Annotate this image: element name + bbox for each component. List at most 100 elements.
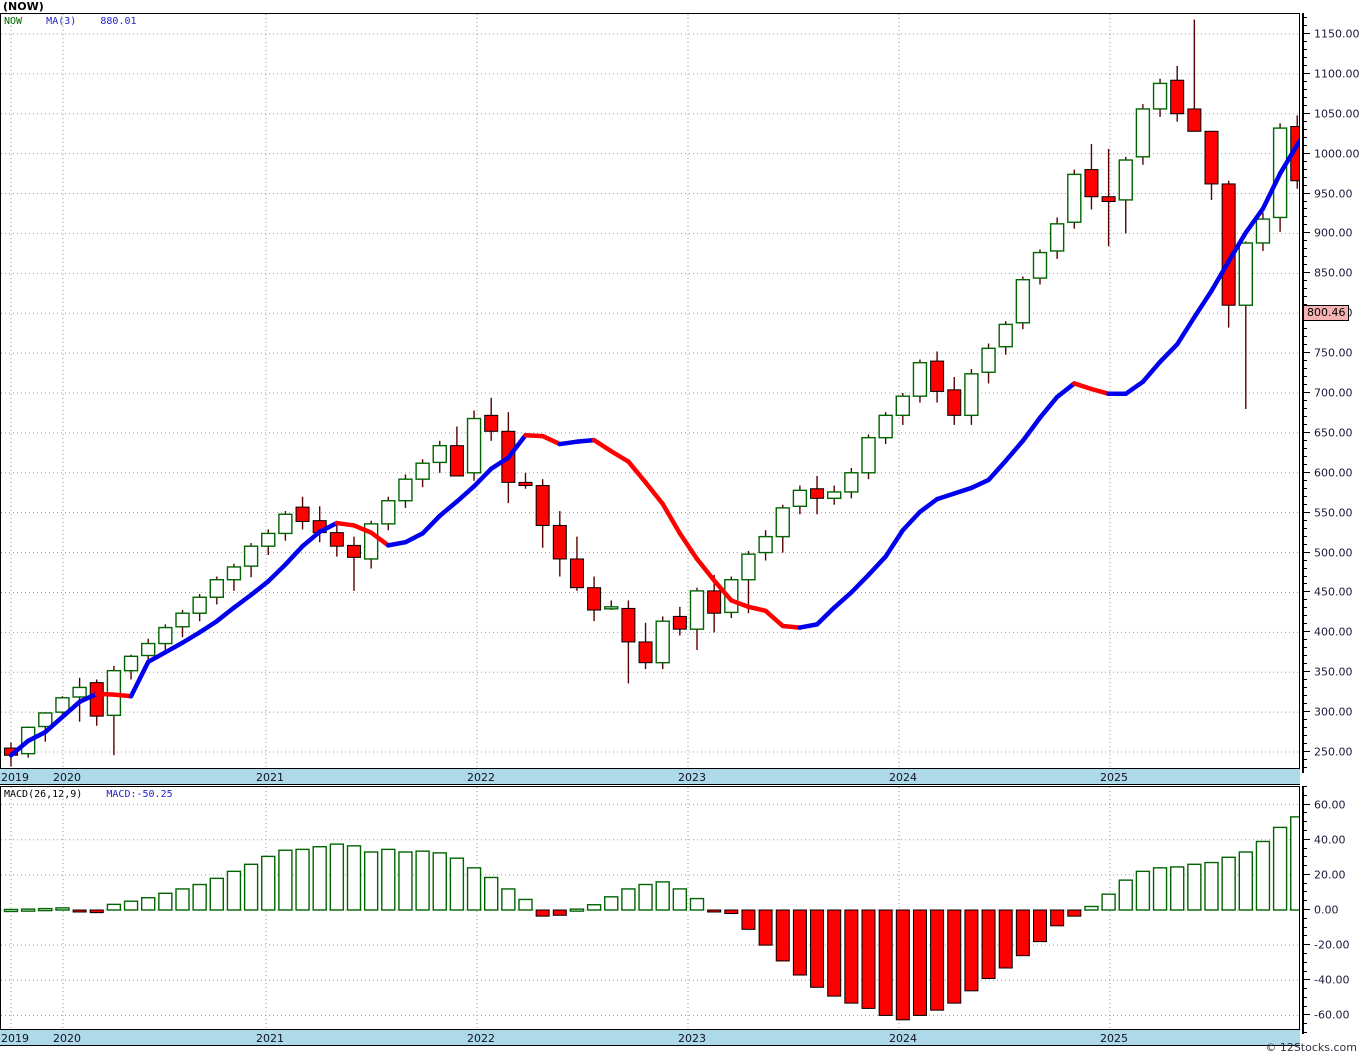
macd-axis-tick-label: -20.00	[1314, 938, 1350, 952]
price-year-label: 2022	[467, 771, 495, 784]
price-axis-minor-tick	[1303, 200, 1307, 202]
legend-ma-label: MA(3)	[46, 16, 77, 27]
price-axis-minor-tick	[1303, 208, 1307, 210]
price-axis-minor-tick	[1303, 168, 1307, 170]
copyright-label: © 12Stocks.com	[1265, 1041, 1357, 1054]
price-axis-spine	[1302, 13, 1304, 773]
macd-axis-minor-tick	[1303, 812, 1307, 814]
macd-x-axis[interactable]: 2019 2020 2021 2022 2023 2024 2025	[0, 1029, 1300, 1046]
price-axis-minor-tick	[1303, 248, 1307, 250]
macd-axis-minor-tick	[1303, 865, 1307, 867]
macd-axis-tick-label: -40.00	[1314, 973, 1350, 987]
price-axis-minor-tick	[1303, 487, 1307, 489]
price-axis-tick	[1303, 431, 1310, 433]
price-year-label: 2024	[889, 771, 917, 784]
macd-axis-minor-tick	[1303, 1032, 1307, 1033]
price-axis-minor-tick	[1303, 559, 1307, 561]
price-axis-minor-tick	[1303, 40, 1307, 42]
price-year-label: 2020	[53, 771, 81, 784]
price-x-axis[interactable]: 2019 2020 2021 2022 2023 2024 2025	[0, 768, 1300, 785]
price-axis-minor-tick	[1303, 607, 1307, 609]
price-axis-minor-tick	[1303, 144, 1307, 146]
macd-axis: -60.00 -40.00 -20.00 0.00 20.00 40.00 60.00	[1300, 786, 1360, 1034]
price-axis-minor-tick	[1303, 543, 1307, 545]
price-axis-tick-label: 900.00	[1314, 226, 1353, 240]
price-axis-tick	[1303, 471, 1310, 473]
legend-symbol: NOW	[4, 16, 23, 27]
macd-chart-panel[interactable]: MACD(26,12,9) MACD:-50.25	[0, 786, 1300, 1034]
price-axis-minor-tick	[1303, 48, 1307, 50]
macd-axis-minor-tick	[1303, 935, 1307, 937]
macd-year-label: 2022	[467, 1032, 495, 1045]
price-axis-minor-tick	[1303, 623, 1307, 625]
macd-axis-minor-tick	[1303, 856, 1307, 858]
price-year-label: 2023	[678, 771, 706, 784]
price-axis-minor-tick	[1303, 759, 1307, 761]
price-axis-tick-label: 950.00	[1314, 187, 1353, 201]
price-plot-area[interactable]	[1, 14, 1299, 772]
price-axis-minor-tick	[1303, 519, 1307, 521]
price-axis-tick-label: 250.00	[1314, 745, 1353, 759]
price-axis-minor-tick	[1303, 176, 1307, 178]
price-axis-tick-label: 550.00	[1314, 506, 1353, 520]
price-axis-minor-tick	[1303, 535, 1307, 537]
macd-axis-tick-label: 60.00	[1314, 798, 1346, 812]
price-axis-minor-tick	[1303, 575, 1307, 577]
price-axis-minor-tick	[1303, 447, 1307, 449]
price-axis-minor-tick	[1303, 184, 1307, 186]
price-axis-tick	[1303, 152, 1310, 154]
price-axis-minor-tick	[1303, 407, 1307, 409]
price-axis-tick	[1303, 551, 1310, 553]
price-axis-minor-tick	[1303, 136, 1307, 138]
price-axis-tick-label: 1150.00	[1314, 27, 1360, 41]
macd-year-label: 2021	[256, 1032, 284, 1045]
price-axis-minor-tick	[1303, 56, 1307, 58]
price-axis-minor-tick	[1303, 104, 1307, 106]
price-year-label: 2019	[1, 771, 29, 784]
price-axis-tick	[1303, 711, 1310, 713]
price-axis-tick-label: 600.00	[1314, 466, 1353, 480]
price-axis-minor-tick	[1303, 647, 1307, 649]
macd-axis-minor-tick	[1303, 917, 1307, 919]
price-axis-tick-label: 650.00	[1314, 426, 1353, 440]
price-axis-minor-tick	[1303, 495, 1307, 497]
macd-axis-tick-label: 40.00	[1314, 833, 1346, 847]
price-axis-minor-tick	[1303, 687, 1307, 689]
price-axis-minor-tick	[1303, 743, 1307, 745]
price-axis-minor-tick	[1303, 767, 1307, 768]
price-axis-tick-label: 350.00	[1314, 665, 1353, 679]
price-axis-tick	[1303, 232, 1310, 234]
price-axis-minor-tick	[1303, 264, 1307, 266]
price-axis-tick	[1303, 392, 1310, 393]
macd-axis-minor-tick	[1303, 988, 1307, 990]
price-chart-panel[interactable]: NOW MA(3) 880.01	[0, 13, 1300, 773]
macd-axis-minor-tick	[1303, 891, 1307, 893]
price-axis-minor-tick	[1303, 328, 1307, 330]
price-axis-minor-tick	[1303, 256, 1307, 258]
macd-plot-area[interactable]	[1, 787, 1299, 1033]
macd-axis-minor-tick	[1303, 996, 1307, 998]
price-axis-minor-tick	[1303, 727, 1307, 729]
macd-axis-minor-tick	[1303, 926, 1307, 928]
price-axis-minor-tick	[1303, 360, 1307, 362]
macd-axis-tick-label: 20.00	[1314, 868, 1346, 882]
legend-ma-value: 880.01	[100, 16, 137, 27]
price-axis-minor-tick	[1303, 503, 1307, 505]
macd-axis-tick	[1303, 838, 1310, 840]
price-axis-minor-tick	[1303, 288, 1307, 290]
price-axis-minor-tick	[1303, 703, 1307, 705]
macd-axis-minor-tick	[1303, 786, 1307, 787]
last-price-tag: 800.46	[1303, 305, 1349, 322]
macd-axis-minor-tick	[1303, 829, 1307, 831]
price-axis: 250.00 300.00 350.00 400.00 450.00 500.00 550.…	[1300, 13, 1360, 773]
macd-axis-minor-tick	[1303, 1023, 1307, 1025]
price-axis-tick-label: 750.00	[1314, 346, 1353, 360]
macd-year-label: 2023	[678, 1032, 706, 1045]
price-axis-tick	[1303, 671, 1310, 673]
price-axis-minor-tick	[1303, 304, 1307, 306]
macd-axis-minor-tick	[1303, 794, 1307, 796]
price-axis-minor-tick	[1303, 24, 1307, 26]
price-axis-tick-label: 500.00	[1314, 546, 1353, 560]
macd-axis-tick	[1303, 909, 1310, 910]
price-axis-minor-tick	[1303, 128, 1307, 130]
